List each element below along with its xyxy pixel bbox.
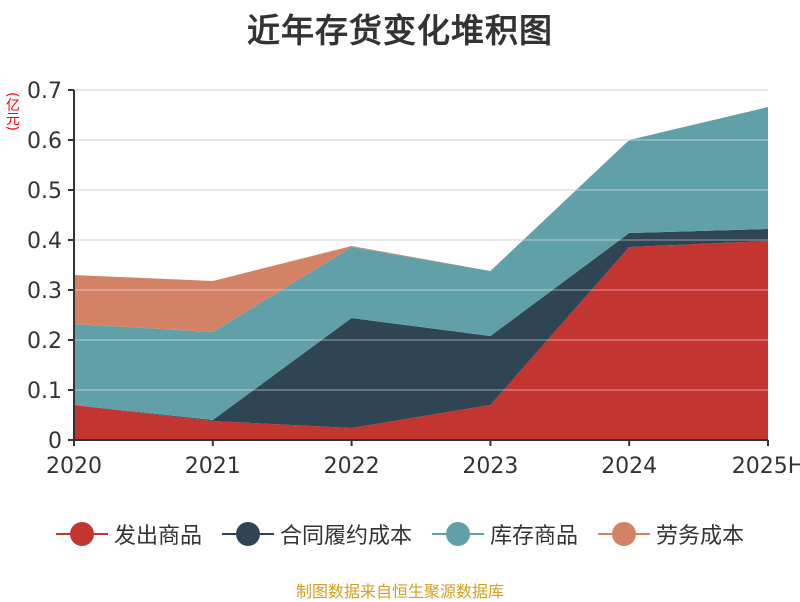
legend-circle-icon (55, 522, 108, 546)
data-source-note: 制图数据来自恒生聚源数据库 (295, 582, 504, 601)
legend-circle-icon (221, 522, 274, 546)
x-tick-label: 2024 (601, 454, 657, 479)
y-tick-label: 0.3 (27, 279, 62, 304)
y-tick-label: 0.5 (27, 179, 62, 204)
y-tick-label: 0.4 (27, 229, 62, 254)
y-tick-label: 0.1 (27, 379, 62, 404)
legend-circle-icon (432, 522, 484, 546)
x-tick-label: 2020 (46, 454, 102, 479)
legend: 发出商品 合同履约成本 库存商品 劳务成本 (0, 518, 800, 550)
chart-title: 近年存货变化堆积图 (247, 11, 553, 50)
area-series (74, 89, 768, 440)
axes: 0 0.1 0.2 0.3 0.4 0.5 0.6 0.7 2020 2021 2022 2023 20… (27, 79, 800, 479)
y-tick-label: 0.6 (27, 129, 62, 154)
area-发出商品 (74, 241, 768, 440)
legend-label: 库存商品 (490, 524, 579, 549)
legend-item-laowu[interactable]: 劳务成本 (598, 518, 744, 550)
legend-item-kucun[interactable]: 库存商品 (432, 518, 578, 550)
legend-circle-icon (598, 522, 651, 546)
legend-item-hetong[interactable]: 合同履约成本 (221, 518, 412, 550)
x-tick-label: 2025H (732, 454, 800, 479)
y-axis-unit-label: (亿元) (4, 92, 20, 131)
y-tick-label: 0 (48, 429, 62, 454)
area-库存商品 (74, 107, 768, 420)
area-劳务成本 (74, 107, 768, 332)
legend-label: 合同履约成本 (279, 524, 412, 549)
y-tick-label: 0.7 (27, 79, 62, 104)
y-tick-label: 0.2 (27, 329, 62, 354)
legend-item-fachu[interactable]: 发出商品 (55, 518, 202, 550)
area-合同履约成本 (74, 229, 768, 428)
legend-label: 发出商品 (113, 524, 202, 549)
x-tick-label: 2023 (462, 454, 518, 479)
x-tick-label: 2022 (324, 454, 380, 479)
legend-label: 劳务成本 (656, 524, 745, 549)
x-tick-label: 2021 (185, 454, 241, 479)
